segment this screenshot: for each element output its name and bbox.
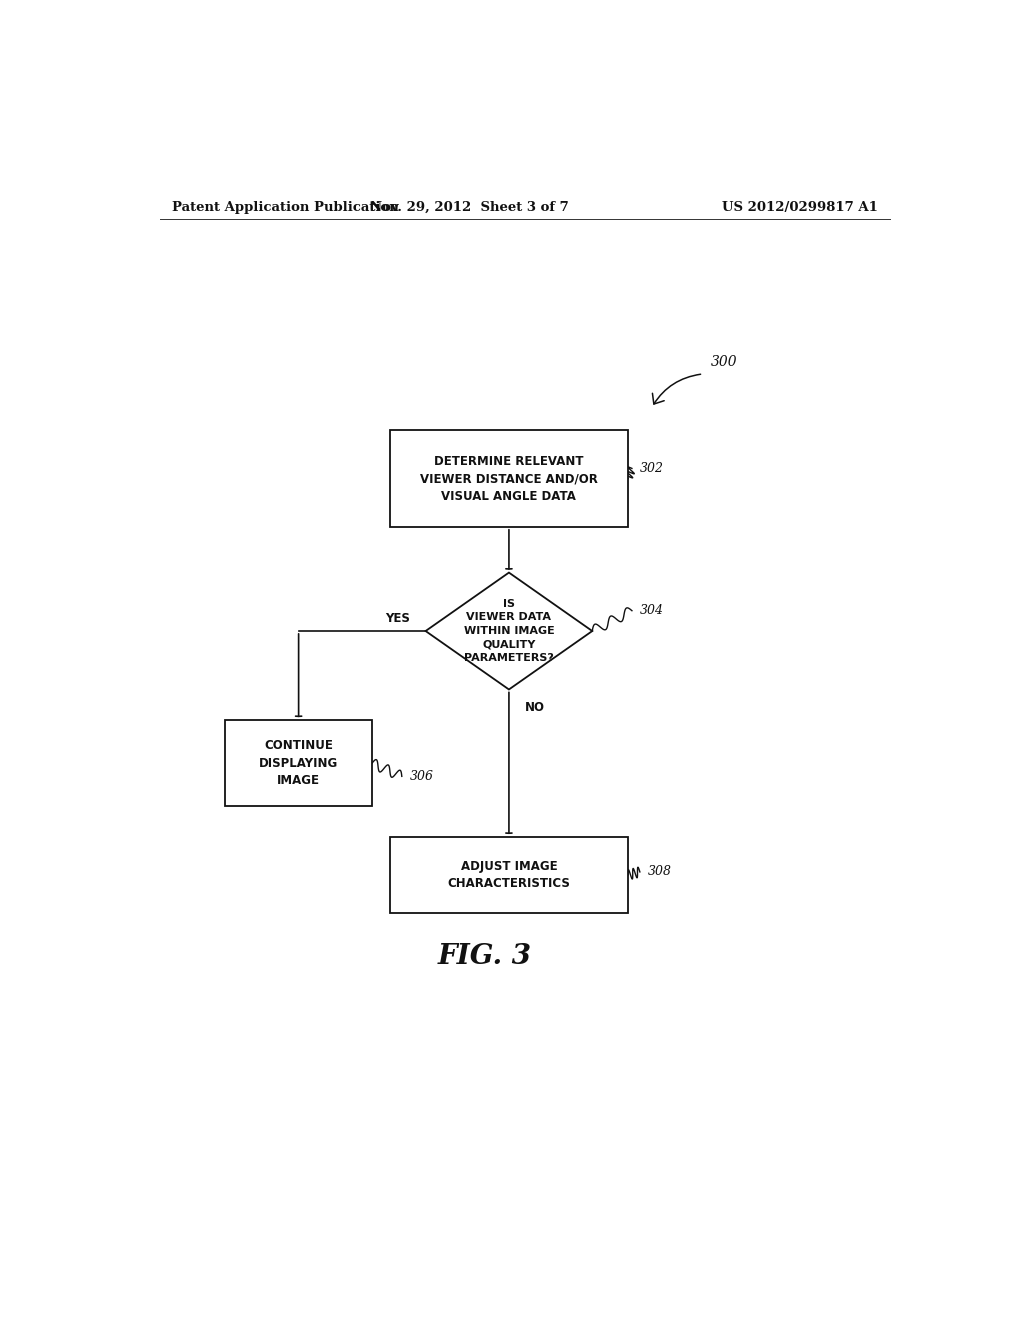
Text: 304: 304 (640, 605, 664, 618)
Text: YES: YES (385, 612, 410, 626)
Text: IS
VIEWER DATA
WITHIN IMAGE
QUALITY
PARAMETERS?: IS VIEWER DATA WITHIN IMAGE QUALITY PARA… (464, 599, 554, 663)
Text: CONTINUE
DISPLAYING
IMAGE: CONTINUE DISPLAYING IMAGE (259, 739, 338, 787)
Text: FIG. 3: FIG. 3 (438, 942, 532, 970)
Bar (390, 837, 628, 913)
Text: DETERMINE RELEVANT
VIEWER DISTANCE AND/OR
VISUAL ANGLE DATA: DETERMINE RELEVANT VIEWER DISTANCE AND/O… (420, 454, 598, 503)
Text: 308: 308 (648, 866, 672, 878)
Text: NO: NO (524, 701, 545, 714)
Bar (225, 719, 372, 807)
Polygon shape (426, 573, 592, 689)
FancyArrowPatch shape (652, 375, 700, 404)
Text: Patent Application Publication: Patent Application Publication (172, 201, 398, 214)
Bar (390, 430, 628, 527)
Text: 306: 306 (410, 770, 434, 783)
Text: ADJUST IMAGE
CHARACTERISTICS: ADJUST IMAGE CHARACTERISTICS (447, 859, 570, 890)
Text: US 2012/0299817 A1: US 2012/0299817 A1 (722, 201, 878, 214)
Text: 300: 300 (712, 355, 738, 368)
Text: Nov. 29, 2012  Sheet 3 of 7: Nov. 29, 2012 Sheet 3 of 7 (370, 201, 568, 214)
Text: 302: 302 (640, 462, 664, 475)
